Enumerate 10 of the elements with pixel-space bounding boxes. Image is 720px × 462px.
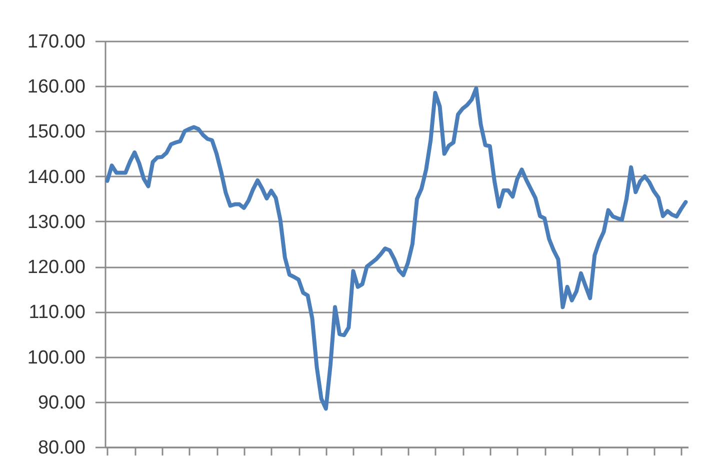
- y-tick-label: 120.00: [27, 257, 86, 278]
- y-tick-label: 140.00: [27, 166, 86, 188]
- y-tick-label: 110.00: [28, 302, 86, 324]
- y-tick-label: 150.00: [27, 122, 86, 143]
- y-tick-label: 100.00: [27, 347, 86, 368]
- y-tick-label: 90.00: [38, 392, 86, 414]
- y-tick-label: 80.00: [38, 438, 86, 458]
- y-tick-label: 170.00: [27, 32, 86, 52]
- y-tick-label: 130.00: [27, 212, 86, 233]
- y-tick-label: 160.00: [27, 76, 86, 98]
